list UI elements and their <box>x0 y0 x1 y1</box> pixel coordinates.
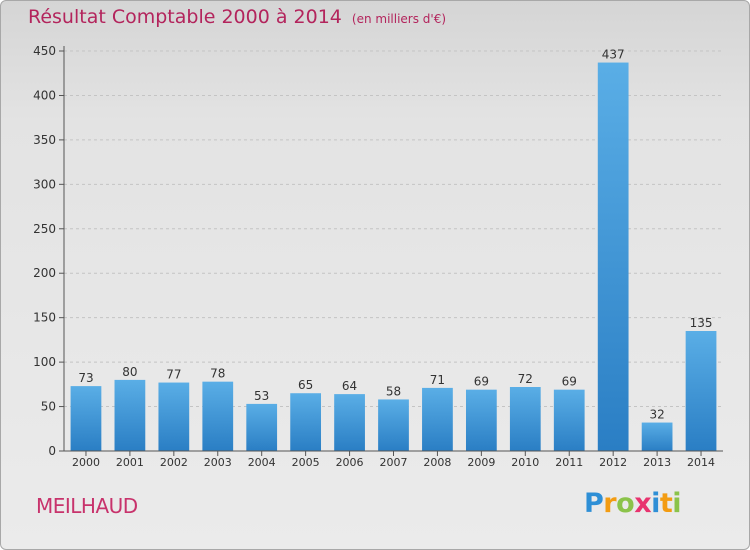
x-tick-label: 2012 <box>599 456 627 469</box>
bar <box>158 382 190 451</box>
x-tick-label: 2009 <box>467 456 495 469</box>
data-label: 69 <box>562 375 577 389</box>
y-tick-label: 250 <box>33 222 56 236</box>
x-tick-label: 2011 <box>555 456 583 469</box>
y-tick-label: 150 <box>33 311 56 325</box>
x-tick-label: 2013 <box>643 456 671 469</box>
data-label: 437 <box>602 48 625 62</box>
data-label: 71 <box>430 373 445 387</box>
data-label: 69 <box>474 375 489 389</box>
y-tick-label: 50 <box>41 400 56 414</box>
logo-letter: o <box>616 488 635 519</box>
x-tick-label: 2005 <box>292 456 320 469</box>
logo-letter: P <box>584 488 604 519</box>
bar <box>422 387 453 451</box>
bar <box>465 389 497 451</box>
x-tick-label: 2014 <box>687 456 715 469</box>
x-tick-label: 2007 <box>380 456 408 469</box>
logo-letter: r <box>603 488 617 519</box>
y-tick-label: 200 <box>33 266 56 280</box>
x-tick-label: 2010 <box>511 456 539 469</box>
x-tick-label: 2006 <box>336 456 364 469</box>
y-tick-label: 300 <box>33 177 56 191</box>
data-label: 80 <box>122 365 137 379</box>
data-label: 32 <box>649 408 664 422</box>
data-label: 64 <box>342 379 357 393</box>
x-tick-label: 2001 <box>116 456 144 469</box>
bar <box>334 394 365 451</box>
logo-letter: i <box>651 488 660 519</box>
x-tick-label: 2008 <box>423 456 451 469</box>
data-label: 78 <box>210 367 225 381</box>
x-tick-label: 2000 <box>72 456 100 469</box>
axis-layer: 0 50 100 150 200 250 300 350 400 450 2000 2001 2002 2… <box>33 44 723 469</box>
proxiti-logo: Proxiti <box>584 488 682 519</box>
x-tick-label: 2002 <box>160 456 188 469</box>
data-label: 73 <box>78 371 93 385</box>
bar <box>290 393 322 451</box>
bar <box>509 387 541 451</box>
data-label: 72 <box>518 372 533 386</box>
logo-letter: x <box>634 488 652 519</box>
x-tick-label: 2004 <box>248 456 276 469</box>
bar <box>70 386 102 451</box>
logo-letter: i <box>672 488 682 519</box>
bar <box>114 379 146 451</box>
data-label: 77 <box>166 368 181 382</box>
y-tick-label: 450 <box>33 44 56 58</box>
chart-title: Résultat Comptable 2000 à 2014 (en millie… <box>28 6 446 28</box>
bar <box>685 331 717 451</box>
data-label: 135 <box>690 316 713 330</box>
bar <box>246 403 278 451</box>
commune-name: MEILHAUD <box>36 494 138 518</box>
chart-title-unit: (en milliers d'€) <box>351 12 447 26</box>
bar <box>641 422 673 451</box>
chart-title-main: Résultat Comptable 2000 à 2014 <box>28 6 342 28</box>
data-label: 58 <box>386 384 401 398</box>
bar <box>553 389 585 451</box>
bar <box>597 62 629 452</box>
y-tick-label: 400 <box>33 88 56 102</box>
data-label: 65 <box>298 378 313 392</box>
y-tick-label: 100 <box>33 355 56 369</box>
logo-letter: t <box>659 488 673 519</box>
data-label: 53 <box>254 389 269 403</box>
bar-layer: 73 80 77 78 53 65 64 58 71 69 72 69 437 32 135 <box>70 48 717 452</box>
x-tick-label: 2003 <box>204 456 232 469</box>
bar <box>378 399 409 451</box>
y-tick-label: 350 <box>33 133 56 147</box>
y-tick-label: 0 <box>48 444 56 458</box>
bar <box>202 381 234 451</box>
